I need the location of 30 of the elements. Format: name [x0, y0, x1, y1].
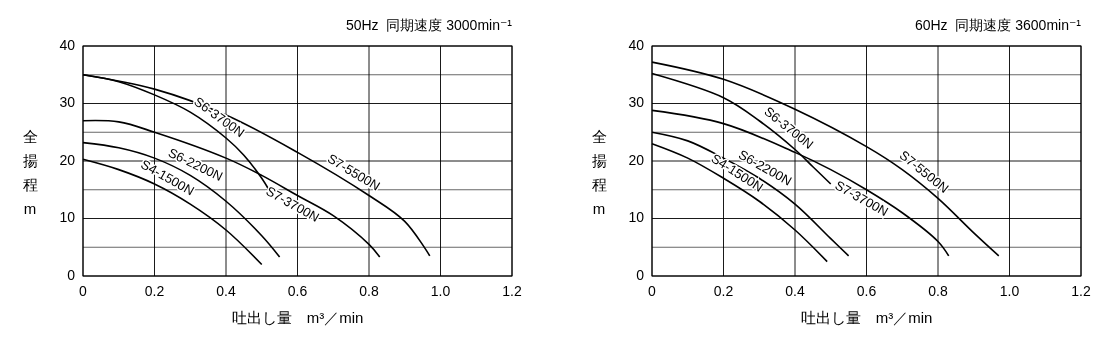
y-tick-label: 20 — [628, 151, 645, 168]
chart-title: 60Hz 同期速度 3600min⁻¹ — [914, 17, 1082, 33]
y-tick-label: 0 — [636, 266, 645, 283]
x-tick-label: 1.0 — [430, 283, 451, 299]
y-axis-title: 全揚程 m — [591, 128, 607, 217]
x-tick-label: 0.6 — [287, 283, 308, 299]
y-axis-title: 全揚程 m — [22, 128, 38, 217]
x-tick-label: 0 — [648, 283, 657, 299]
x-tick-label: 0.2 — [144, 283, 165, 299]
y-tick-label: 10 — [59, 209, 76, 226]
x-axis-title: 吐出し量 m³／min — [800, 309, 933, 326]
x-tick-label: 0.4 — [785, 283, 805, 299]
y-tick-label: 40 — [628, 36, 645, 53]
y-tick-label: 20 — [59, 151, 76, 168]
x-tick-label: 0.2 — [713, 283, 734, 299]
y-tick-label: 30 — [628, 94, 645, 111]
x-tick-label: 0.6 — [856, 283, 877, 299]
x-tick-label: 0 — [79, 283, 88, 299]
x-tick-label: 1.2 — [502, 283, 522, 299]
chart-title: 50Hz 同期速度 3000min⁻¹ — [345, 17, 513, 33]
y-tick-label: 40 — [59, 36, 76, 53]
x-tick-label: 1.0 — [999, 283, 1020, 299]
x-tick-label: 0.8 — [359, 283, 379, 299]
y-tick-label: 10 — [628, 209, 645, 226]
x-axis-title: 吐出し量 m³／min — [231, 309, 364, 326]
y-tick-label: 0 — [67, 266, 76, 283]
x-tick-label: 0.4 — [216, 283, 236, 299]
x-tick-label: 0.8 — [928, 283, 948, 299]
x-tick-label: 1.2 — [1071, 283, 1091, 299]
y-tick-label: 30 — [59, 94, 76, 111]
